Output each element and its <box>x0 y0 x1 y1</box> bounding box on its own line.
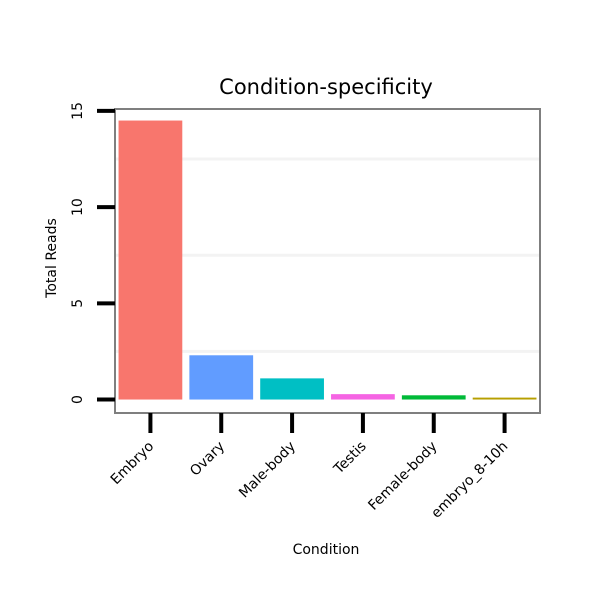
bar-female-body <box>401 395 466 400</box>
y-tick-label: 5 <box>70 299 86 308</box>
y-tick-label: 0 <box>70 395 86 404</box>
chart-title: Condition-specificity <box>219 75 433 99</box>
x-axis-label: Condition <box>293 542 360 558</box>
bars <box>118 120 537 400</box>
bar-embryo <box>118 120 183 400</box>
plot-panel-border <box>114 108 541 414</box>
gridlines <box>116 157 539 353</box>
bar-ovary <box>189 355 254 400</box>
bar-testis <box>331 394 395 400</box>
y-axis-label: Total Reads <box>44 218 60 299</box>
bar-male-body <box>260 378 324 400</box>
y-axis-ticks: 0 5 10 15 <box>70 102 115 404</box>
y-tick-label: 10 <box>70 198 86 216</box>
y-tick-label: 15 <box>70 102 86 120</box>
bar-embryo-8-10h <box>472 397 537 400</box>
